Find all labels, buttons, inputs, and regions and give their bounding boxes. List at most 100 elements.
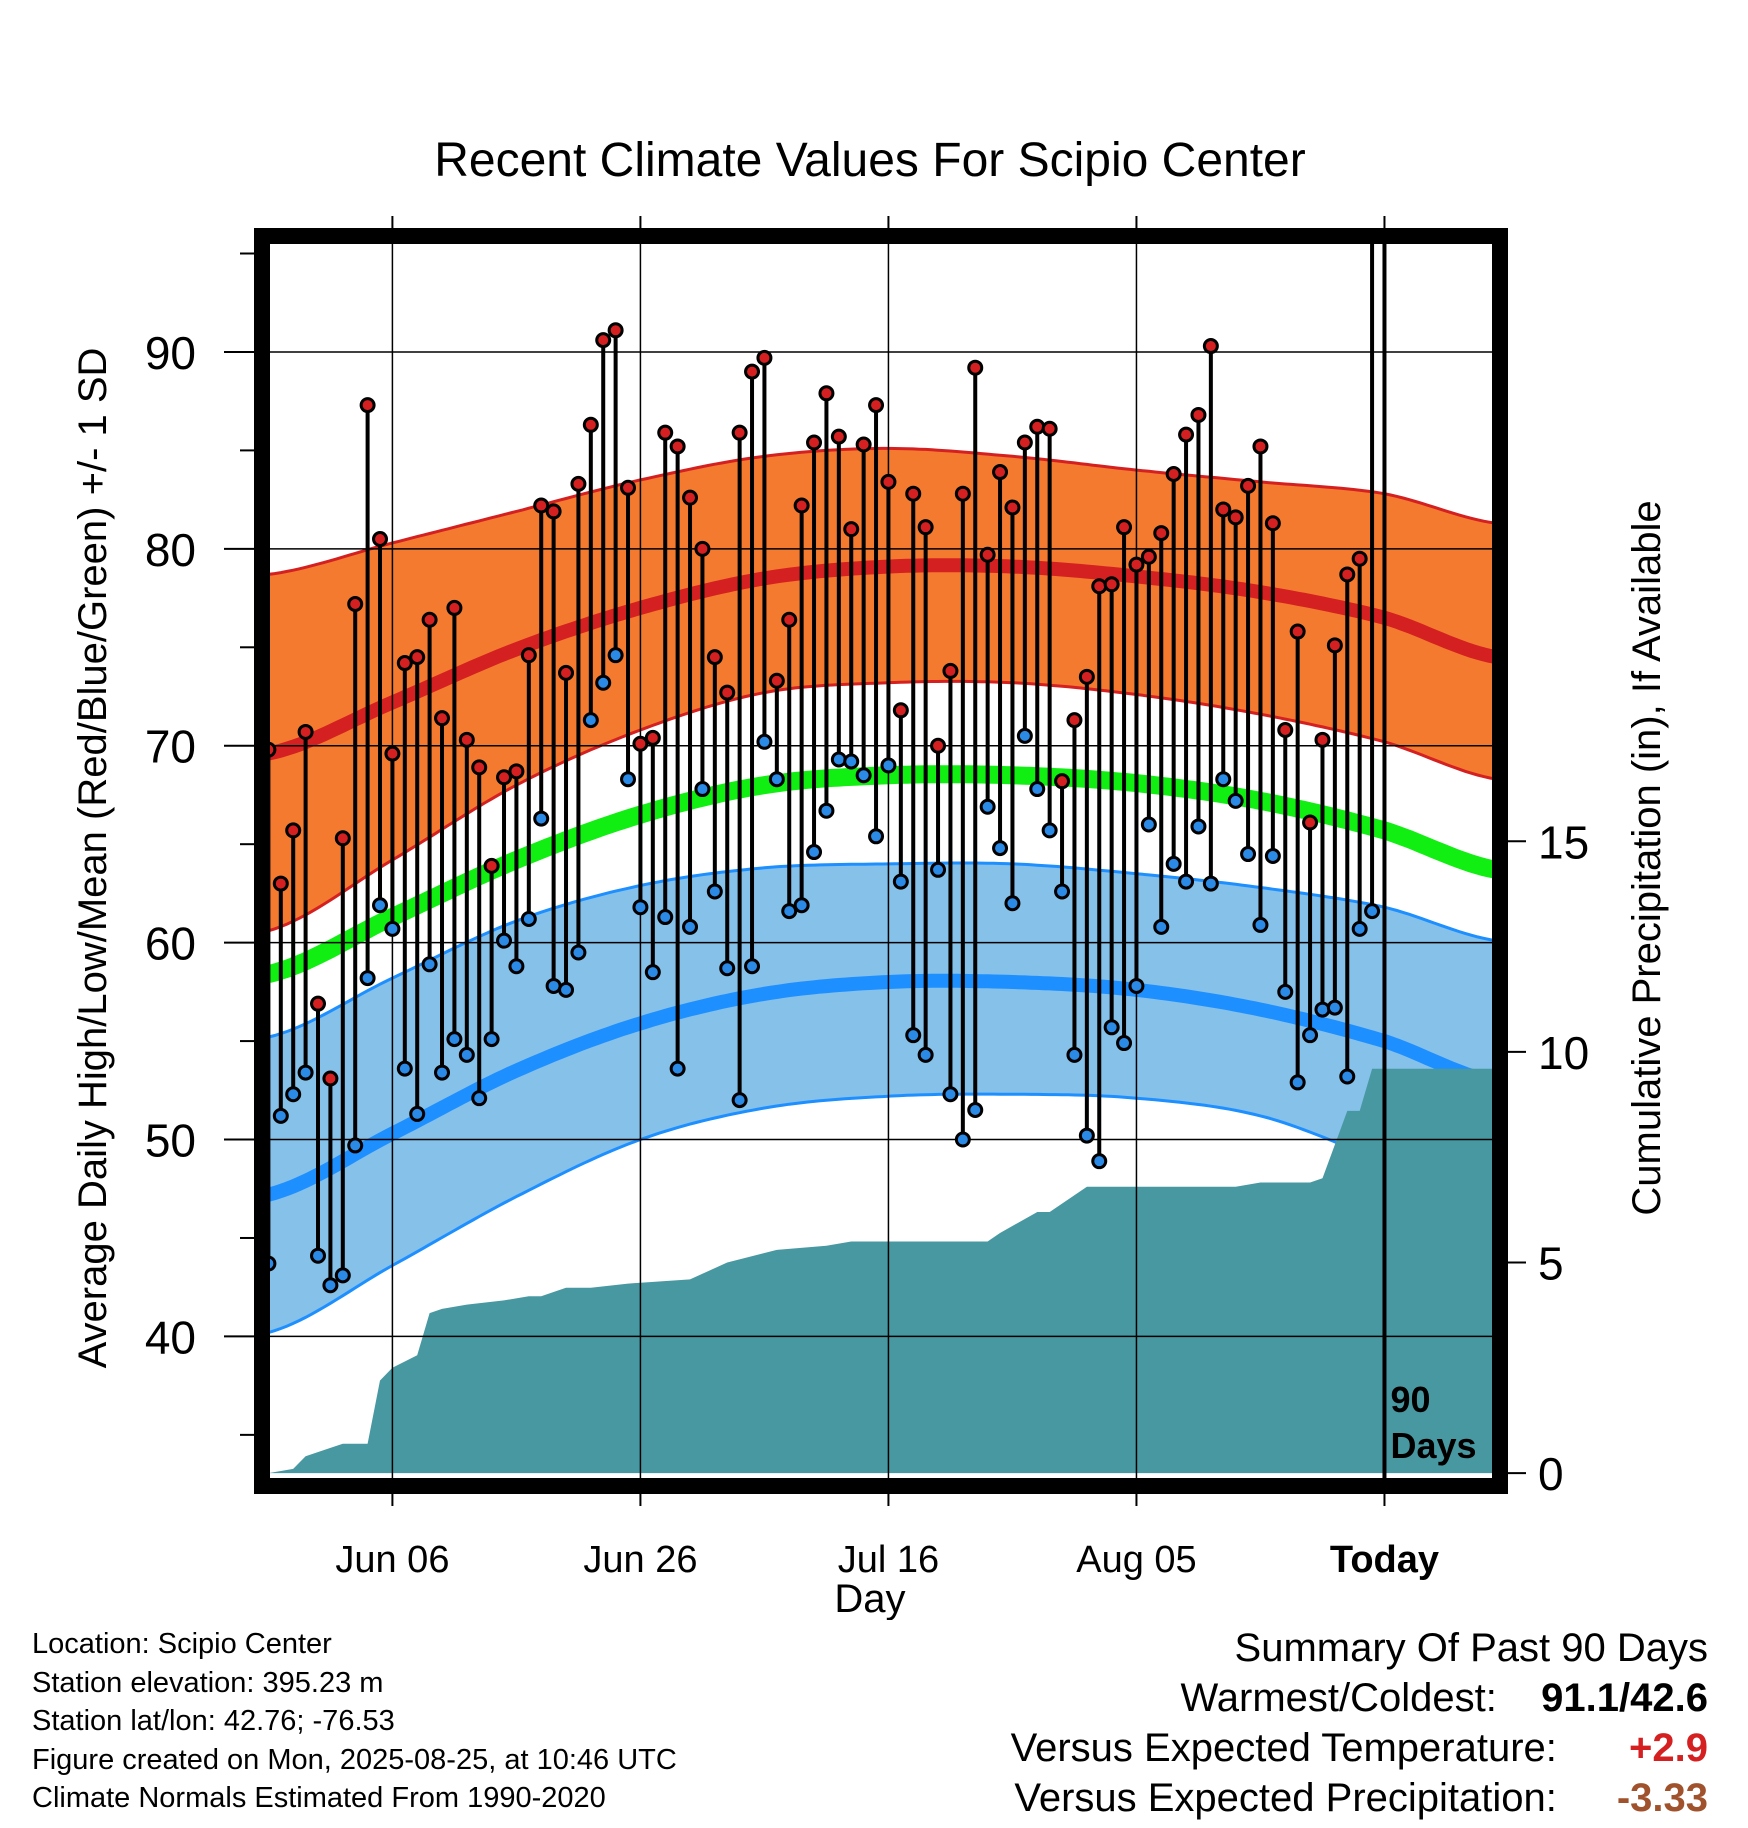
daily-low-point	[1277, 983, 1294, 1000]
daily-high-point	[632, 735, 649, 752]
daily-high-point	[1066, 712, 1083, 729]
daily-high-point	[1351, 550, 1368, 567]
daily-high-point	[1153, 525, 1170, 542]
temp-value: +2.9	[1629, 1726, 1708, 1770]
daily-low-point	[979, 798, 996, 815]
daily-high-point	[270, 741, 277, 758]
daily-high-point	[880, 473, 897, 490]
today-marker-days-count: 90	[1390, 1379, 1430, 1420]
daily-low-point	[520, 911, 537, 928]
summary-temp: Versus Expected Temperature: +2.9	[1011, 1723, 1708, 1773]
daily-low-point	[1004, 895, 1021, 912]
daily-high-point	[520, 647, 537, 664]
daily-low-point	[396, 1060, 413, 1077]
daily-high-point	[1302, 814, 1319, 831]
daily-low-point	[384, 920, 401, 937]
plot-inner: 90 Days	[270, 244, 1492, 1478]
daily-high-point	[384, 745, 401, 762]
daily-high-point	[1215, 501, 1232, 518]
daily-high-point	[818, 385, 835, 402]
daily-low-point	[1264, 848, 1281, 864]
x-axis-label: Day	[834, 1577, 905, 1620]
y-tick-label: 80	[145, 524, 196, 576]
climate-chart: Recent Climate Values For Scipio Center …	[71, 134, 1669, 1620]
daily-high-point	[843, 521, 860, 538]
summary-precip: Versus Expected Precipitation: -3.33	[1011, 1773, 1708, 1823]
daily-high-point	[334, 830, 351, 847]
daily-low-point	[694, 781, 711, 798]
daily-low-point	[496, 932, 513, 949]
plot-frame	[254, 228, 1508, 1494]
daily-low-point	[1326, 999, 1343, 1016]
daily-high-point	[706, 649, 723, 666]
daily-low-point	[744, 958, 761, 975]
daily-low-point	[434, 1064, 451, 1081]
daily-high-point	[322, 1070, 339, 1087]
daily-high-point	[1326, 637, 1343, 654]
location-text: Location: Scipio Center	[32, 1628, 332, 1660]
daily-low-point	[1339, 1068, 1356, 1085]
daily-high-point	[744, 363, 761, 380]
chart-title: Recent Climate Values For Scipio Center	[434, 134, 1305, 187]
y-tick-label: 50	[145, 1115, 196, 1167]
daily-low-point	[620, 771, 637, 788]
daily-high-point	[731, 424, 748, 441]
daily-low-point	[967, 1101, 984, 1118]
daily-high-point	[595, 332, 612, 349]
daily-high-point	[855, 436, 872, 453]
daily-low-point	[1215, 771, 1232, 788]
daily-low-point	[1116, 1035, 1133, 1052]
daily-low-point	[582, 712, 599, 729]
daily-high-point	[979, 546, 996, 563]
daily-low-point	[781, 903, 798, 920]
daily-high-point	[483, 857, 500, 874]
daily-high-point	[297, 723, 314, 740]
low-normal-upper-edge	[270, 861, 1492, 1039]
daily-high-point	[1128, 556, 1145, 573]
daily-low-point	[409, 1105, 426, 1122]
daily-low-point	[657, 909, 674, 926]
daily-low-point	[880, 757, 897, 774]
daily-low-point	[830, 751, 847, 768]
daily-low-point	[1227, 792, 1244, 809]
daily-low-point	[558, 981, 575, 998]
daily-high-point	[719, 684, 736, 701]
daily-low-point	[421, 956, 438, 973]
y2-tick-label: 0	[1538, 1448, 1564, 1500]
daily-high-point	[409, 649, 426, 666]
daily-low-point	[1302, 1027, 1319, 1044]
daily-low-point	[632, 899, 649, 916]
daily-low-point	[1078, 1127, 1095, 1144]
daily-low-point	[1128, 977, 1145, 994]
daily-low-point	[1103, 1019, 1120, 1036]
warm-cold-value: 91.1/42.6	[1541, 1676, 1708, 1720]
daily-low-point	[892, 873, 909, 890]
daily-low-point	[471, 1090, 488, 1107]
daily-high-point	[1252, 438, 1269, 455]
x-tick-label: Aug 05	[1076, 1539, 1196, 1581]
daily-low-point	[1351, 920, 1368, 937]
daily-low-point	[905, 1027, 922, 1044]
x-tick-label: Jun 06	[335, 1539, 449, 1581]
daily-low-point	[334, 1267, 351, 1284]
daily-high-point	[868, 397, 885, 414]
daily-high-point	[607, 322, 624, 339]
daily-high-point	[434, 710, 451, 727]
daily-low-point	[669, 1060, 686, 1077]
mean-line	[270, 765, 1492, 983]
daily-low-point	[446, 1031, 463, 1048]
daily-high-point	[1289, 623, 1306, 640]
daily-low-point	[843, 753, 860, 770]
daily-high-point	[1178, 426, 1195, 443]
daily-low-point	[359, 970, 376, 987]
daily-low-point	[644, 964, 661, 981]
daily-low-point	[954, 1131, 971, 1148]
daily-high-point	[669, 438, 686, 455]
daily-low-point	[1140, 816, 1157, 833]
daily-high-point	[644, 729, 661, 746]
y-tick-label: 60	[145, 918, 196, 970]
daily-low-point	[706, 883, 723, 900]
daily-low-point	[508, 958, 525, 975]
daily-high-point	[347, 595, 364, 612]
elevation-text: Station elevation: 395.23 m	[32, 1666, 384, 1699]
